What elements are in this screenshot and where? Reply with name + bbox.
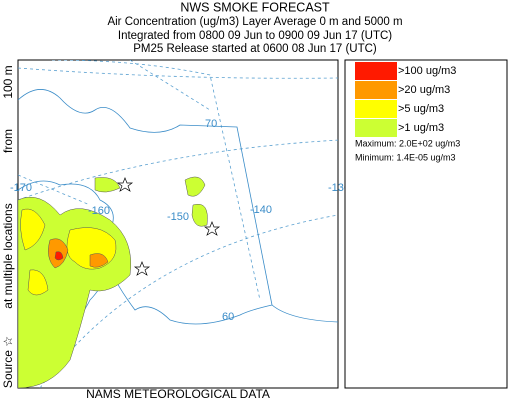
subtitle: Integrated from 0800 09 Jun to 0900 09 J…	[118, 30, 392, 42]
smoke-area	[191, 203, 208, 227]
legend: >100 ug/m3 >20 ug/m3 >5 ug/m3 >1 ug/m3	[355, 62, 456, 137]
legend-label: >20 ug/m3	[398, 84, 450, 96]
side-label-part: from	[1, 129, 15, 153]
graticule-label: -170	[10, 182, 32, 194]
legend-label: >100 ug/m3	[398, 65, 456, 77]
legend-maximum: Maximum: 2.0E+02 ug/m3	[355, 138, 460, 148]
smoke-area	[184, 176, 206, 197]
coastline	[18, 180, 338, 323]
smoke-area	[94, 177, 121, 193]
footer: NAMS METEOROLOGICAL DATA	[86, 387, 270, 401]
subtitle: Air Concentration (ug/m3) Layer Average …	[107, 16, 402, 28]
source-star	[116, 177, 221, 276]
smoke-area	[89, 253, 109, 268]
legend-swatch	[355, 81, 397, 99]
graticule-label: -160	[88, 205, 110, 217]
graticule-label: 70	[205, 118, 217, 130]
graticule-label: -150	[167, 211, 189, 223]
smoke-area	[27, 269, 49, 296]
legend-label: >5 ug/m3	[398, 103, 444, 115]
map: 70 -170 -160 -150 -140 -130 60	[10, 60, 350, 388]
side-label-part: 100 m	[1, 65, 15, 98]
legend-swatch	[355, 62, 397, 80]
graticule	[18, 60, 261, 301]
legend-label: >1 ug/m3	[398, 122, 444, 134]
graticule-label: 60	[222, 311, 234, 323]
side-label-part: Source ☆	[1, 336, 15, 388]
graticule	[18, 67, 338, 388]
smoke-area	[54, 251, 64, 261]
legend-swatch	[355, 119, 397, 137]
smoke-area	[20, 208, 46, 251]
coastline	[18, 89, 273, 388]
side-label: Source ☆ at multiple locations from 100 …	[1, 65, 15, 388]
subtitle: PM25 Release started at 0600 08 Jun 17 (…	[133, 43, 377, 55]
title: NWS SMOKE FORECAST	[180, 0, 330, 14]
legend-minimum: Minimum: 1.4E-05 ug/m3	[355, 152, 456, 162]
graticule-label: -140	[250, 204, 272, 216]
side-label-part: at multiple locations	[1, 203, 15, 308]
legend-swatch	[355, 100, 397, 118]
